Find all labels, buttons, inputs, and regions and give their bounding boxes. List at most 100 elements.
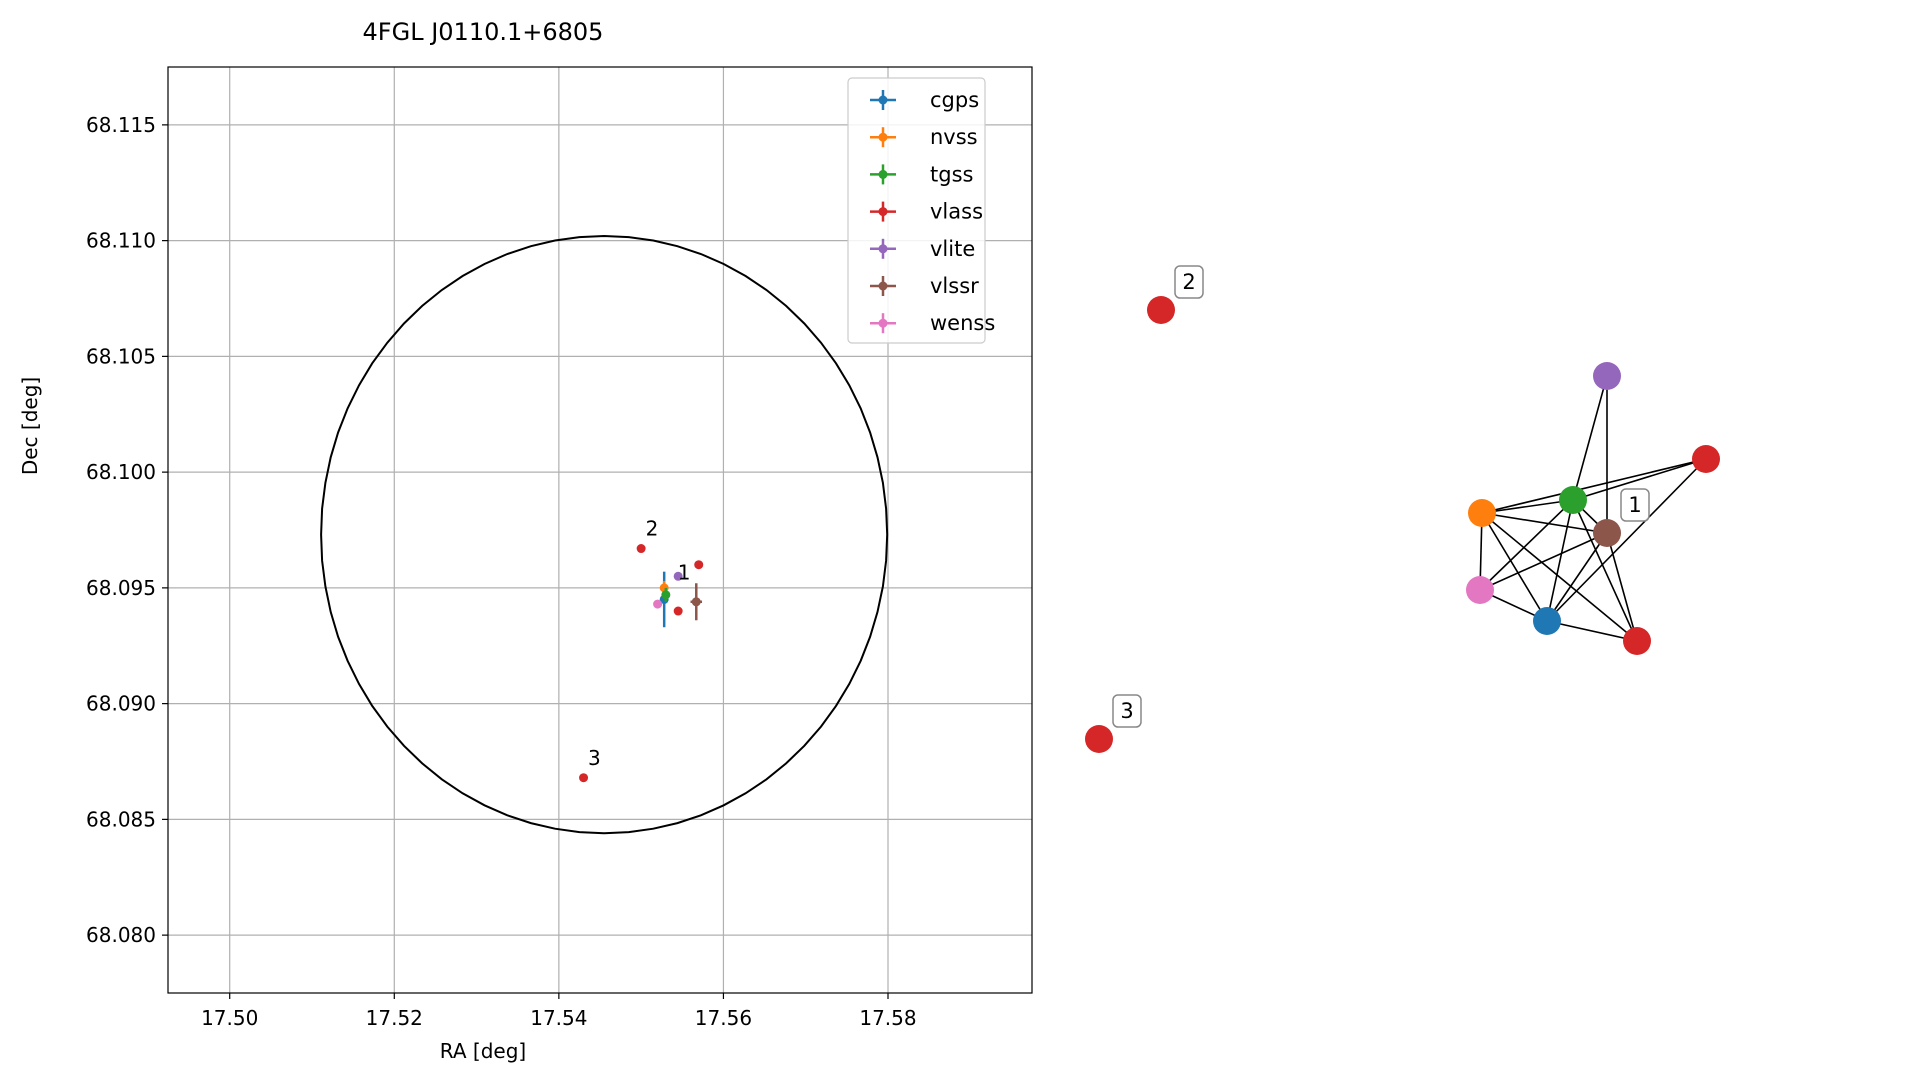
legend-swatch-marker: [878, 244, 888, 254]
legend: cgps nvss tgss vlass vlite vlssr wenss: [847, 77, 995, 344]
legend-item-vlite: vlite: [870, 237, 975, 261]
data-point-vlass: [579, 773, 589, 783]
graph-edge: [1546, 458, 1707, 622]
x-tick-label: 17.50: [201, 1006, 258, 1030]
data-points: [579, 544, 704, 783]
x-tick-label: 17.54: [530, 1006, 587, 1030]
graph-node-labels: 2 3 1: [1112, 265, 1650, 728]
data-point-tgss: [661, 587, 671, 602]
graph-edge: [1572, 499, 1638, 642]
legend-swatch-marker: [878, 281, 888, 291]
network-graph: 2 3 1: [1085, 265, 1720, 753]
legend-item-vlssr: vlssr: [870, 274, 979, 298]
graph-edge: [1546, 620, 1638, 642]
legend-label: nvss: [930, 125, 978, 149]
source-number-label: 3: [588, 746, 601, 770]
legend-label: vlass: [930, 200, 983, 224]
graph-nodes: [1085, 296, 1720, 753]
x-axis-ticks: 17.50 17.52 17.54 17.56 17.58: [201, 993, 917, 1030]
legend-label: tgss: [930, 162, 973, 186]
y-axis-ticks: 68.080 68.085 68.090 68.095 68.100 68.105 68.1…: [86, 113, 168, 947]
y-axis-label: Dec [deg]: [18, 377, 42, 475]
y-tick-label: 68.095: [86, 576, 156, 600]
y-tick-label: 68.105: [86, 344, 156, 368]
graph-edge: [1481, 499, 1574, 514]
graph-node-label-text: 3: [1120, 699, 1133, 723]
axes-frame: [167, 66, 1033, 994]
graph-node-label: 3: [1112, 694, 1142, 728]
marker-vlssr: [691, 597, 701, 607]
data-point-vlass: [636, 544, 646, 554]
x-axis-label: RA [deg]: [440, 1039, 526, 1063]
chart-title: 4FGL J0110.1+6805: [363, 18, 604, 46]
graph-edge: [1479, 499, 1574, 591]
graph-edge: [1479, 532, 1608, 591]
source-number-label: 1: [678, 561, 691, 585]
graph-node-label-text: 1: [1628, 493, 1641, 517]
graph-node-label: 1: [1620, 488, 1650, 522]
legend-swatch-marker: [878, 95, 888, 105]
y-tick-label: 68.090: [86, 692, 156, 716]
graph-edge: [1481, 512, 1548, 622]
y-tick-label: 68.110: [86, 229, 156, 253]
graph-node-label: 2: [1174, 265, 1204, 299]
graph-node-vlassA: [1692, 445, 1720, 473]
graph-node-nvss: [1468, 499, 1496, 527]
source-number-label: 2: [646, 517, 659, 541]
legend-item-cgps: cgps: [870, 88, 979, 112]
source-annotations: 12 3: [588, 517, 690, 770]
graph-node-vlssr: [1593, 519, 1621, 547]
graph-node-label-text: 2: [1182, 270, 1195, 294]
data-point-cgps: [659, 571, 669, 628]
scatter-plot: 123 17.50 17.52 17.54 17.56 17.58 68.08068.0…: [18, 18, 1033, 1063]
marker-wenss: [653, 599, 663, 609]
graph-node-label-box: [1620, 488, 1650, 522]
graph-edge: [1481, 512, 1608, 534]
y-tick-label: 68.080: [86, 923, 156, 947]
marker-vlass: [694, 560, 704, 570]
marker-tgss: [661, 590, 671, 600]
data-point-vlssr: [690, 583, 703, 621]
graph-node-label-box: [1174, 265, 1204, 299]
legend-label: cgps: [930, 88, 979, 112]
legend-label: wenss: [930, 311, 995, 335]
graph-node-label-box: [1112, 694, 1142, 728]
localization-ellipse: [320, 234, 889, 835]
legend-item-vlass: vlass: [870, 200, 983, 224]
marker-vlass: [579, 773, 589, 783]
y-tick-label: 68.085: [86, 807, 156, 831]
legend-label: vlite: [930, 237, 975, 261]
graph-edges: [1479, 375, 1707, 642]
y-tick-label: 68.100: [86, 460, 156, 484]
graph-node-vlite: [1593, 362, 1621, 390]
marker-vlass: [636, 544, 646, 554]
y-tick-label: 68.115: [86, 113, 156, 137]
graph-edge: [1546, 499, 1574, 622]
legend-item-tgss: tgss: [870, 162, 973, 186]
legend-items: cgps nvss tgss vlass vlite vlssr wenss: [870, 88, 995, 335]
x-tick-label: 17.52: [366, 1006, 423, 1030]
graph-node-n3: [1085, 725, 1113, 753]
legend-item-nvss: nvss: [870, 125, 978, 149]
marker-vlite: [673, 571, 683, 581]
x-tick-label: 17.58: [859, 1006, 916, 1030]
legend-swatch-marker: [878, 318, 888, 328]
x-tick-label: 17.56: [695, 1006, 752, 1030]
graph-node-wenss: [1466, 576, 1494, 604]
graph-edge: [1572, 458, 1707, 501]
graph-edge: [1572, 375, 1608, 501]
graph-edge: [1481, 512, 1638, 642]
legend-swatch-marker: [878, 132, 888, 142]
graph-node-n2: [1147, 296, 1175, 324]
data-point-vlite: [673, 571, 683, 581]
data-point-vlass: [694, 560, 704, 570]
legend-label: vlssr: [930, 274, 979, 298]
data-point-wenss: [653, 599, 663, 609]
graph-node-tgss: [1559, 486, 1587, 514]
legend-item-wenss: wenss: [870, 311, 995, 335]
graph-node-cgps: [1533, 607, 1561, 635]
legend-swatch-marker: [878, 169, 888, 179]
graph-edge: [1546, 532, 1608, 622]
legend-swatch-marker: [878, 207, 888, 217]
